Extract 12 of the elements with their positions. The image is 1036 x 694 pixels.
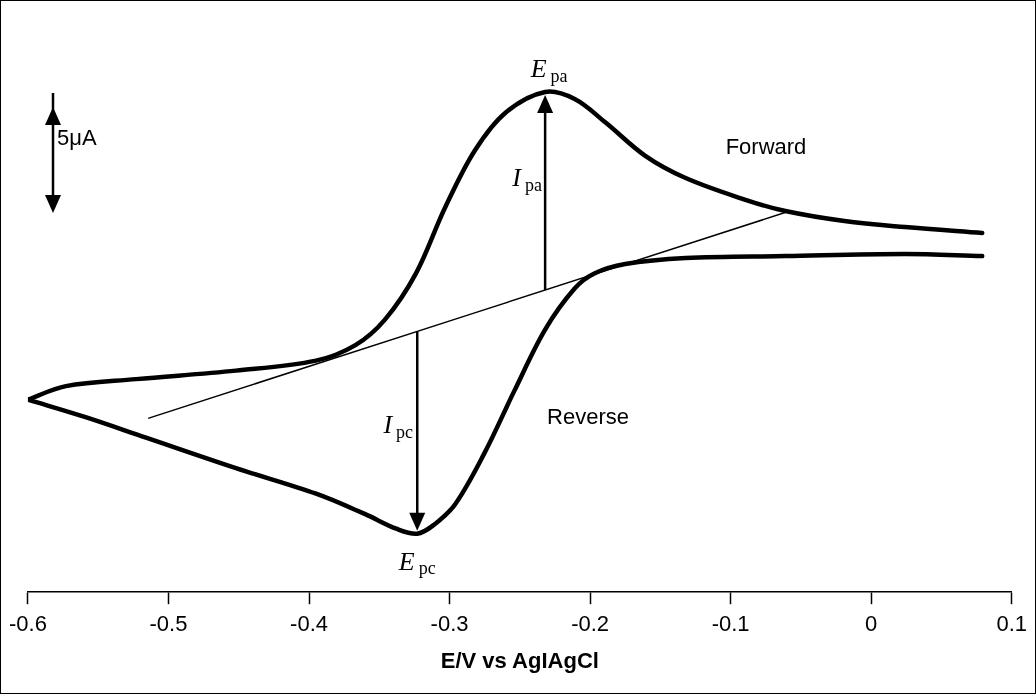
x-tick-label: -0.1 xyxy=(711,611,750,637)
annotation: Reverse xyxy=(547,404,629,430)
x-tick-label: 0 xyxy=(865,611,878,637)
annotation: Forward xyxy=(725,134,807,160)
x-tick-label: -0.3 xyxy=(430,611,469,637)
x-tick-label: -0.6 xyxy=(8,611,47,637)
x-tick-label: 0.1 xyxy=(996,611,1028,637)
x-axis-title: E/V vs AgIAgCl xyxy=(440,647,599,673)
x-tick-label: -0.5 xyxy=(149,611,188,637)
x-tick-label: -0.2 xyxy=(571,611,610,637)
annotation: 5μA xyxy=(57,125,97,151)
x-tick-label: -0.4 xyxy=(290,611,328,637)
